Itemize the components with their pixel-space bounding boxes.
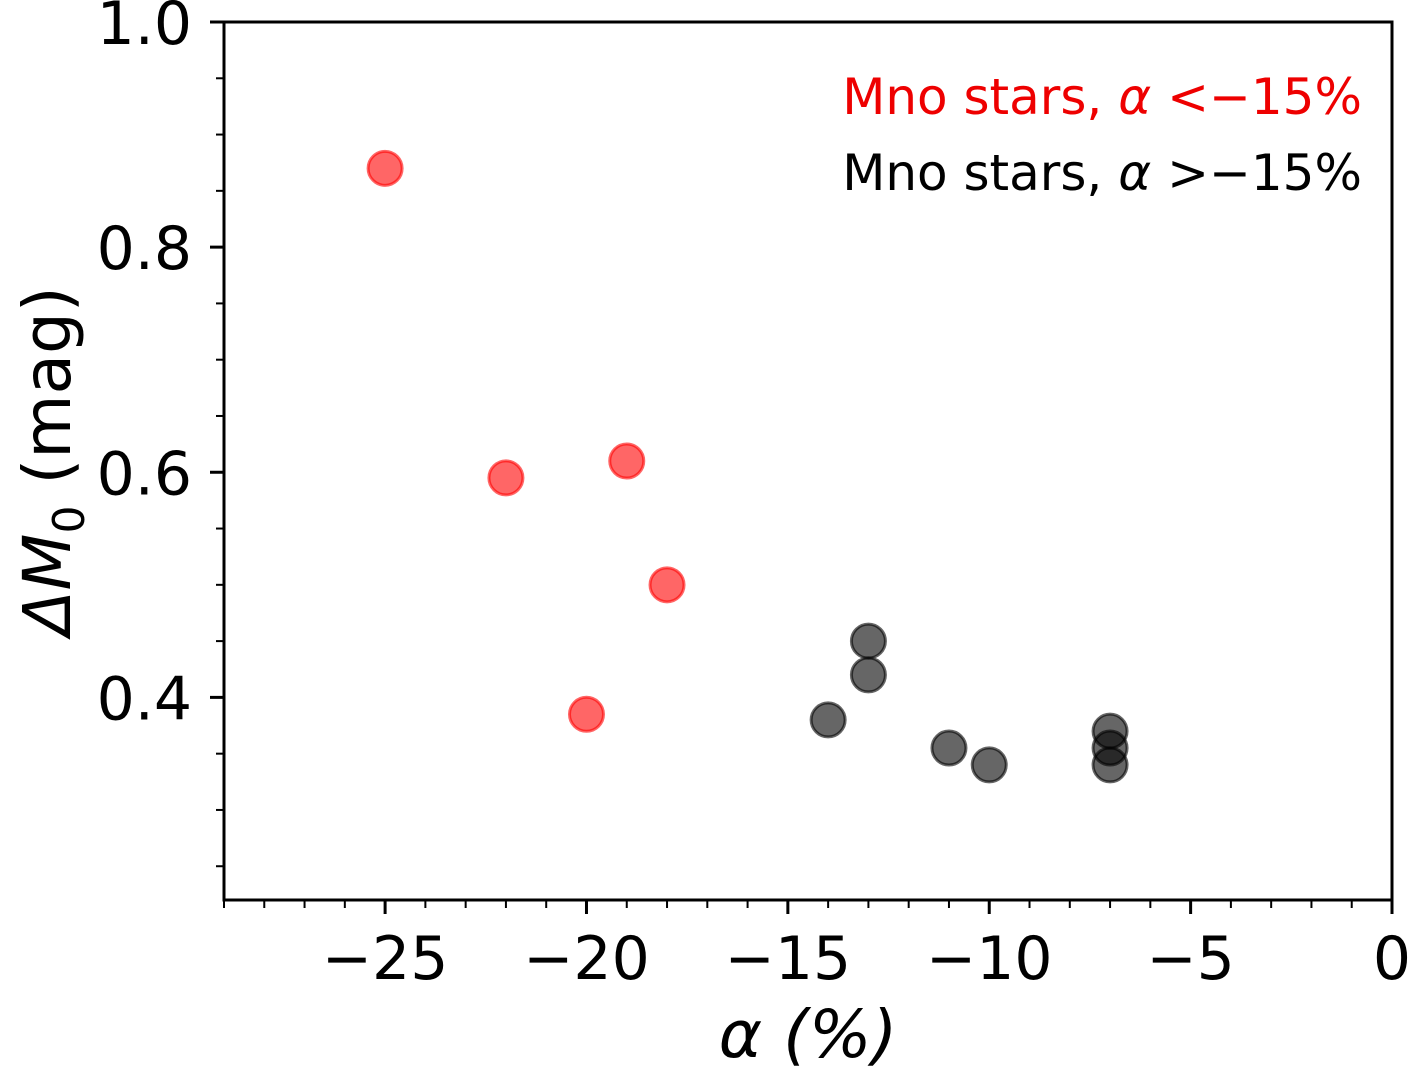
y-axis-label-suffix: (mag)	[9, 286, 86, 505]
legend-entry-black: Mno stars, α >−15%	[842, 144, 1362, 202]
legend-red-suffix: <−15%	[1151, 68, 1362, 126]
minor-ticks-group	[216, 77, 1353, 908]
y-tick-label: 1.0	[97, 0, 192, 59]
y-axis-label: ΔM0 (mag)	[9, 286, 95, 640]
x-tick-label: −20	[523, 924, 650, 994]
data-point-black	[849, 656, 887, 694]
legend-red-symbol: α	[1118, 68, 1151, 126]
y-tick-label: 0.4	[97, 664, 192, 734]
x-tick-label: −15	[725, 924, 852, 994]
data-point-red	[487, 459, 525, 497]
x-tick-label: −10	[926, 924, 1053, 994]
legend-black-suffix: >−15%	[1151, 144, 1362, 202]
legend-black-prefix: Mno stars,	[842, 144, 1118, 202]
major-ticks-group	[210, 20, 1394, 914]
legend-entry-red: Mno stars, α <−15%	[842, 68, 1362, 126]
x-tick-label: 0	[1373, 924, 1411, 994]
data-point-black	[1091, 746, 1129, 784]
legend-black-symbol: α	[1118, 144, 1151, 202]
legend: Mno stars, α <−15% Mno stars, α >−15%	[842, 68, 1362, 202]
y-tick-label: 0.8	[97, 214, 192, 284]
data-point-black	[809, 701, 847, 739]
y-tick-label: 0.6	[97, 439, 192, 509]
tick-labels-group: −25 −20 −15 −10 −5 0 0.4 0.6 0.8 1.0	[97, 0, 1412, 994]
data-point-red	[648, 566, 686, 604]
data-points-group	[366, 149, 1129, 784]
legend-red-prefix: Mno stars,	[842, 68, 1118, 126]
data-point-black	[849, 622, 887, 660]
y-axis-label-prefix: ΔM	[9, 534, 86, 641]
data-point-black	[930, 729, 968, 767]
plot-frame	[222, 20, 1394, 902]
x-axis-label: α (%)	[719, 996, 898, 1072]
data-point-black	[970, 746, 1008, 784]
x-axis-label-text: α (%)	[719, 996, 898, 1072]
data-point-red	[567, 695, 605, 733]
data-point-red	[366, 149, 404, 187]
data-point-red	[608, 442, 646, 480]
x-tick-label: −25	[322, 924, 449, 994]
x-tick-label: −5	[1146, 924, 1234, 994]
y-axis-label-subscript: 0	[44, 506, 95, 534]
